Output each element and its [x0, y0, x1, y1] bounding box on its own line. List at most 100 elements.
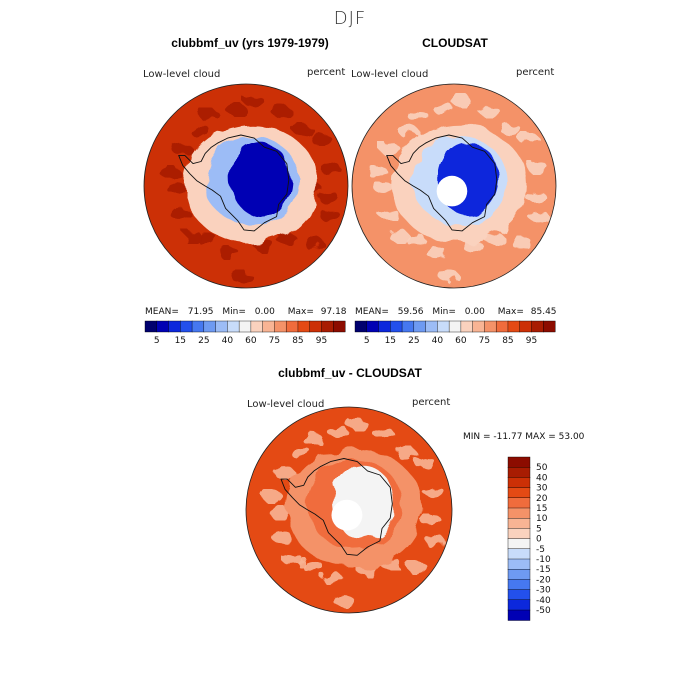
colorbar-2-tick-label: 75 [479, 336, 490, 346]
map2-ocean-patch [511, 236, 532, 250]
map3-ocean-patch [406, 561, 428, 574]
panel2-min-label: Min= [432, 307, 456, 317]
map3-border [245, 406, 453, 614]
colorbar-2-tick-label: 85 [502, 336, 513, 346]
map3-ocean-patch [320, 570, 342, 584]
colorbar-2-swatch [448, 320, 462, 333]
map1-ocean-patch [292, 123, 313, 136]
panel3-title: clubbmf_uv - CLOUDSAT [278, 366, 422, 380]
colorbar-3-swatch [507, 528, 531, 540]
colorbar-3-tick-label: 20 [536, 494, 548, 504]
colorbar-1-swatch [309, 320, 322, 333]
panel2-title: CLOUDSAT [422, 36, 488, 50]
colorbar-3-tick-label: -20 [536, 575, 551, 585]
map1-ocean-patch [317, 190, 339, 204]
colorbar-1-swatch [227, 320, 240, 333]
colorbar-2-tick-label: 60 [455, 336, 467, 346]
colorbar-3-tick-label: -10 [536, 555, 551, 565]
panel2-max-label: Max= [497, 307, 524, 317]
colorbar-1-tick-label: 85 [292, 336, 303, 346]
colorbar-3-tick-label: -15 [536, 565, 551, 575]
map1-ocean-patch [243, 94, 264, 107]
map3-ocean-patch [421, 514, 443, 528]
panel1-stats: MEAN= 71.95 Min= 0.00 Max= 97.18 [145, 307, 347, 317]
colorbar-2-tick-label: 15 [385, 336, 396, 346]
colorbar-3-swatch [507, 579, 531, 591]
colorbar-1-tick-label: 15 [175, 336, 186, 346]
colorbar-1-tick-label: 25 [198, 336, 209, 346]
season-title: DJF [333, 8, 367, 29]
colorbar-3-swatch [507, 518, 531, 529]
map3-ocean-patch [269, 506, 290, 520]
map3-coastline [280, 458, 393, 556]
colorbar-1-swatch [156, 320, 170, 333]
map3-ocean-patch [413, 455, 435, 469]
colorbar-1-swatch [238, 320, 252, 333]
map1-ocean-patch [303, 236, 324, 250]
map-1 [143, 83, 349, 289]
colorbar-1-swatch [168, 320, 181, 333]
map2-ocean-patch [425, 246, 447, 259]
panel1-max: 97.18 [320, 307, 347, 317]
panel1-units-label: percent [307, 67, 346, 78]
map2-ocean-patch [478, 104, 500, 118]
map3-ocean-patch [300, 558, 321, 571]
colorbar-1-swatch [321, 320, 334, 333]
map2-ocean-patch [406, 108, 428, 122]
colorbar-3-swatch [507, 609, 531, 621]
map1-ocean-patch [231, 270, 252, 284]
colorbar-3-swatch [507, 558, 531, 570]
map1-ocean-patch [319, 161, 340, 174]
colorbar-2-swatch [437, 320, 450, 333]
panel2-mean-label: MEAN= [355, 307, 389, 317]
colorbar-3-tick-label: 15 [536, 504, 547, 514]
colorbar-3-tick-label: 10 [536, 514, 548, 524]
map1-ocean-patch [189, 124, 211, 138]
map1-interior-field [229, 142, 291, 216]
map1-ocean-patch [270, 104, 292, 118]
colorbar-1-tick-label: 75 [269, 336, 280, 346]
colorbar-2-tick-label: 25 [408, 336, 419, 346]
map3-missing-pole [331, 499, 363, 531]
map3-ocean-patch [423, 485, 444, 498]
colorbar-1-swatch [215, 320, 228, 333]
map2-ocean-patch [529, 211, 550, 224]
panel2-min: 0.00 [464, 307, 485, 317]
colorbar-3-tick-label: 40 [536, 473, 548, 483]
map3-ocean-patch [357, 564, 379, 578]
panel1-variable-label: Low-level cloud [143, 69, 221, 80]
map1-coastline [178, 134, 290, 232]
map2-ocean-patch [375, 182, 396, 195]
panel1-max-label: Max= [287, 307, 314, 317]
map1-ocean-patch [198, 108, 220, 122]
map2-ocean-patch [379, 142, 400, 155]
colorbar-1-swatch [203, 320, 217, 333]
map2-ocean-patch [500, 123, 521, 136]
colorbar-2-swatch [390, 320, 403, 333]
map3-ocean-patch [261, 490, 283, 503]
colorbar-3-swatch [507, 487, 531, 499]
panel3-units-label: percent [412, 397, 451, 408]
colorbar-3-tick-label: -50 [536, 606, 551, 616]
map1-ocean-patch [159, 166, 181, 179]
map2-ocean-patch [525, 190, 547, 204]
map2-ocean-patch [451, 94, 472, 107]
map1-ocean-patch [321, 211, 342, 224]
colorbar-3-swatch [507, 477, 531, 489]
colorbar-2-swatch [460, 320, 474, 333]
panel1-mean: 71.95 [187, 307, 214, 317]
map2-ocean-patch [433, 103, 455, 116]
panel2-max: 85.45 [530, 307, 557, 317]
map2-ocean-patch [377, 207, 399, 220]
map1-ocean-patch [310, 132, 331, 145]
map3-ocean-patch [395, 446, 417, 460]
colorbar-3-swatch [507, 548, 531, 560]
colorbar-2-swatch [425, 320, 438, 333]
map-2 [351, 83, 557, 289]
colorbar-1-swatch [262, 320, 275, 333]
colorbar-1-swatch [285, 320, 299, 333]
colorbar-2-swatch [495, 320, 509, 333]
map3-ocean-patch [271, 531, 293, 544]
panel3-minmax: MIN = -11.77 MAX = 53.00 [463, 432, 585, 442]
colorbar-3-tick-label: 30 [536, 484, 548, 494]
